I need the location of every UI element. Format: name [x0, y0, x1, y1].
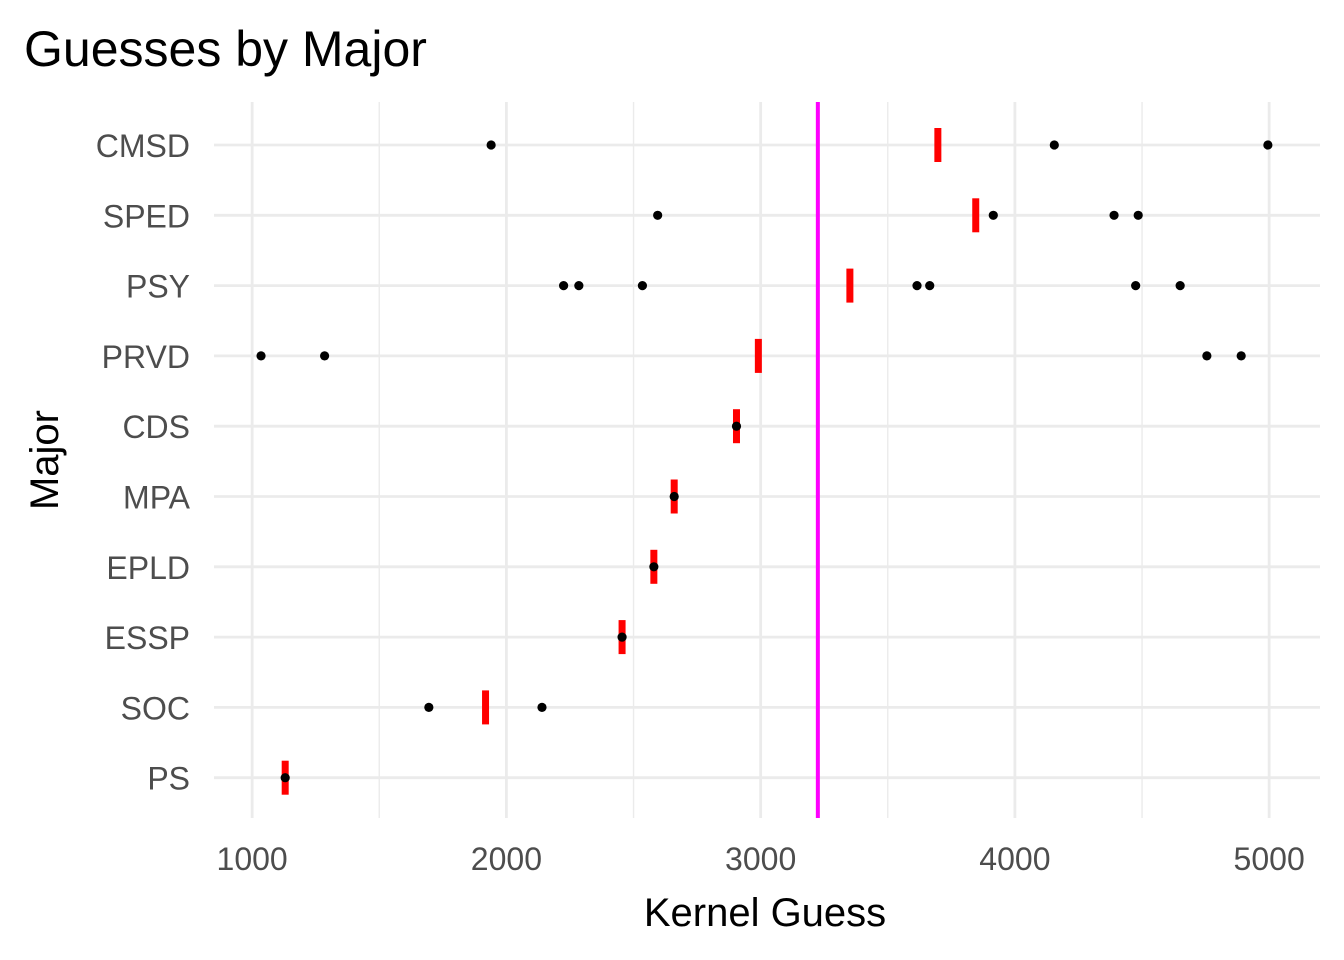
x-tick-label: 1000	[217, 841, 288, 877]
x-axis-ticks: 1000 2000 3000 4000 5000	[217, 841, 1305, 877]
y-tick-label: CDS	[122, 409, 190, 445]
y-tick-label: ESSP	[105, 620, 190, 656]
category-means	[281, 128, 980, 795]
data-point-cds	[731, 421, 742, 431]
data-point-sped	[988, 210, 998, 220]
y-tick-label: CMSD	[96, 128, 190, 164]
data-point-cmsd	[1263, 140, 1273, 150]
data-point-epld	[649, 562, 659, 572]
mean-marker-prvd	[754, 338, 762, 373]
data-point-prvd	[256, 351, 266, 361]
x-tick-label: 2000	[471, 841, 542, 877]
data-point-sped	[1109, 210, 1119, 220]
mean-marker-sped	[972, 198, 980, 233]
data-point-psy	[637, 281, 648, 291]
y-tick-label: PS	[147, 761, 190, 797]
data-point-cmsd	[486, 140, 496, 150]
x-tick-label: 3000	[725, 841, 796, 877]
x-tick-label: 4000	[979, 841, 1050, 877]
data-point-psy	[1175, 281, 1185, 291]
x-tick-label: 5000	[1234, 841, 1305, 877]
data-point-cmsd	[1049, 140, 1059, 150]
y-tick-label: EPLD	[106, 550, 190, 586]
grid	[214, 102, 1320, 818]
data-point-sped	[653, 210, 663, 220]
data-points	[256, 140, 1273, 783]
data-point-soc	[537, 702, 547, 713]
data-point-psy	[1131, 281, 1141, 291]
chart-title: Guesses by Major	[24, 21, 427, 77]
y-axis-title: Major	[23, 410, 67, 510]
data-point-mpa	[669, 491, 679, 502]
mean-marker-cmsd	[934, 128, 942, 162]
data-point-prvd	[320, 351, 330, 361]
data-point-psy	[912, 281, 922, 291]
data-point-psy	[925, 281, 935, 291]
x-axis-title: Kernel Guess	[644, 891, 886, 935]
y-tick-label: MPA	[123, 480, 191, 516]
data-point-ps	[280, 773, 290, 783]
data-point-prvd	[1236, 351, 1246, 361]
mean-marker-soc	[482, 690, 490, 725]
y-tick-label: SPED	[103, 198, 190, 234]
data-point-essp	[617, 632, 627, 642]
data-point-psy	[558, 281, 569, 291]
data-point-soc	[424, 702, 434, 713]
y-tick-label: PRVD	[102, 339, 190, 375]
data-point-psy	[574, 281, 584, 291]
y-axis-ticks: CMSD SPED PSY PRVD CDS MPA EPLD ESSP SOC PS	[96, 128, 191, 797]
data-point-sped	[1133, 210, 1143, 220]
y-tick-label: SOC	[121, 690, 190, 726]
mean-marker-psy	[846, 268, 854, 303]
data-point-prvd	[1202, 351, 1212, 361]
y-tick-label: PSY	[126, 269, 190, 305]
